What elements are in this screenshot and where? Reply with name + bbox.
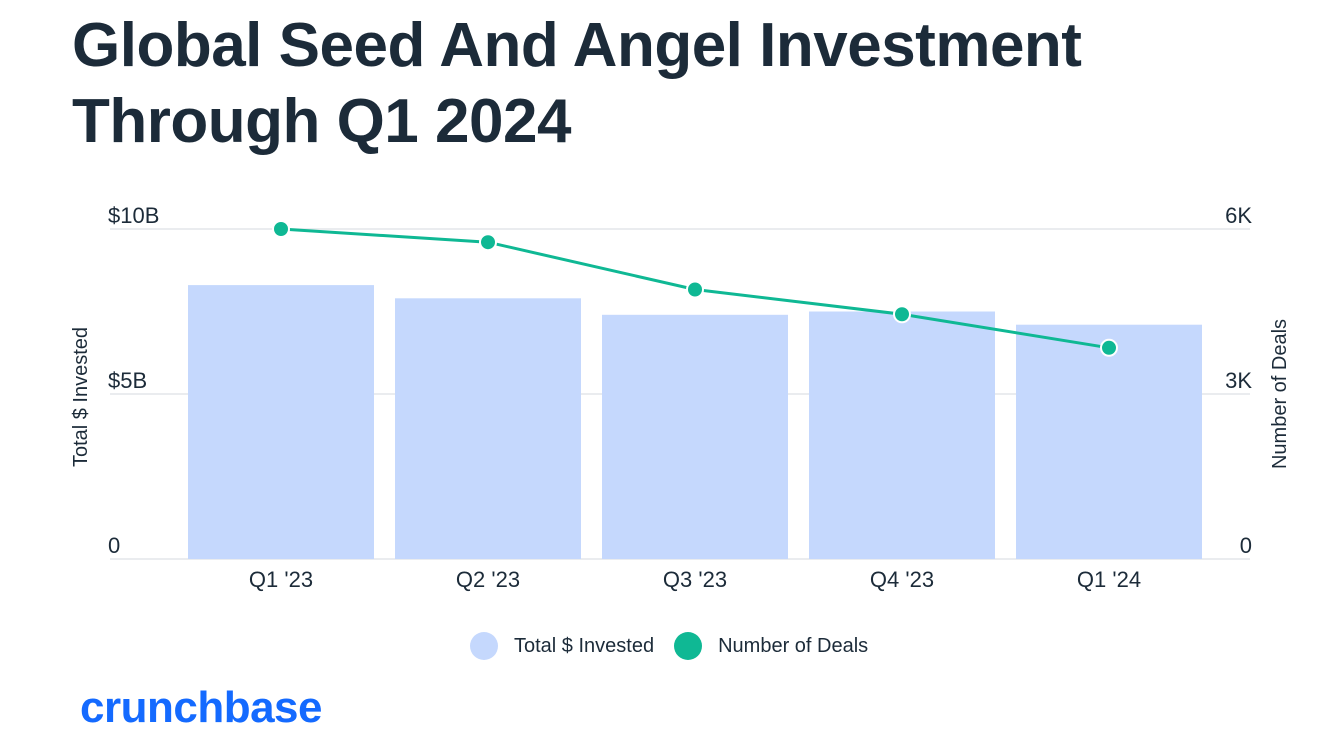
crunchbase-logo: crunchbase: [80, 683, 322, 732]
legend-swatch-total-invested: [470, 632, 498, 660]
y-left-tick-0: 0: [108, 533, 120, 558]
legend-item-number-of-deals[interactable]: Number of Deals: [674, 632, 868, 660]
y-right-tick-1: 3K: [1225, 368, 1252, 393]
bar-q423: [809, 311, 995, 559]
legend-label-number-of-deals: Number of Deals: [718, 634, 869, 657]
y-left-axis-title: Total $ Invested: [70, 327, 92, 467]
y-right-axis-title: Number of Deals: [1269, 319, 1291, 469]
bar-q124: [1016, 324, 1202, 559]
bar-q123: [188, 285, 374, 559]
deals-point-q323: [686, 280, 704, 299]
chart-title: Global Seed And Angel Investment Through…: [72, 11, 1082, 156]
legend-label-total-invested: Total $ Invested: [514, 634, 655, 657]
deals-point-q423: [893, 305, 911, 324]
legend-swatch-number-of-deals: [674, 632, 703, 660]
y-left-tick-1: $5B: [108, 368, 147, 393]
legend: Total $ Invested Number of Deals: [470, 632, 888, 660]
y-right-tick-0: 0: [1240, 533, 1252, 558]
x-tick-q423: Q4 '23: [870, 567, 934, 592]
deals-point-q123: [272, 220, 290, 238]
combo-chart: 0 $5B $10B 0 3K 6K Total $ Invested Number of D…: [70, 203, 1291, 592]
deals-point-q223: [479, 233, 497, 252]
legend-item-total-invested[interactable]: Total $ Invested: [470, 632, 654, 660]
x-tick-q223: Q2 '23: [456, 567, 520, 592]
x-tick-q124: Q1 '24: [1077, 567, 1141, 592]
x-tick-q123: Q1 '23: [249, 567, 313, 592]
y-left-tick-2: $10B: [108, 203, 159, 228]
y-right-tick-2: 6K: [1225, 203, 1252, 228]
deals-point-q124: [1100, 338, 1118, 357]
x-tick-q323: Q3 '23: [663, 567, 727, 592]
bar-q323: [602, 314, 788, 559]
bar-q223: [395, 298, 581, 559]
